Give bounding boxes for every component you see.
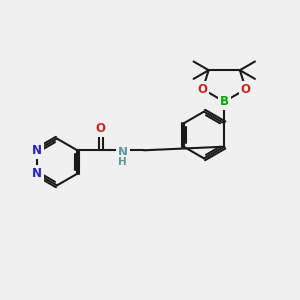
Text: B: B [220,95,229,108]
Text: O: O [198,82,208,96]
Text: N: N [32,144,42,157]
Text: N: N [118,146,128,159]
Text: H: H [118,157,127,167]
Text: O: O [241,82,251,96]
Text: O: O [96,122,106,135]
Text: N: N [32,167,42,180]
